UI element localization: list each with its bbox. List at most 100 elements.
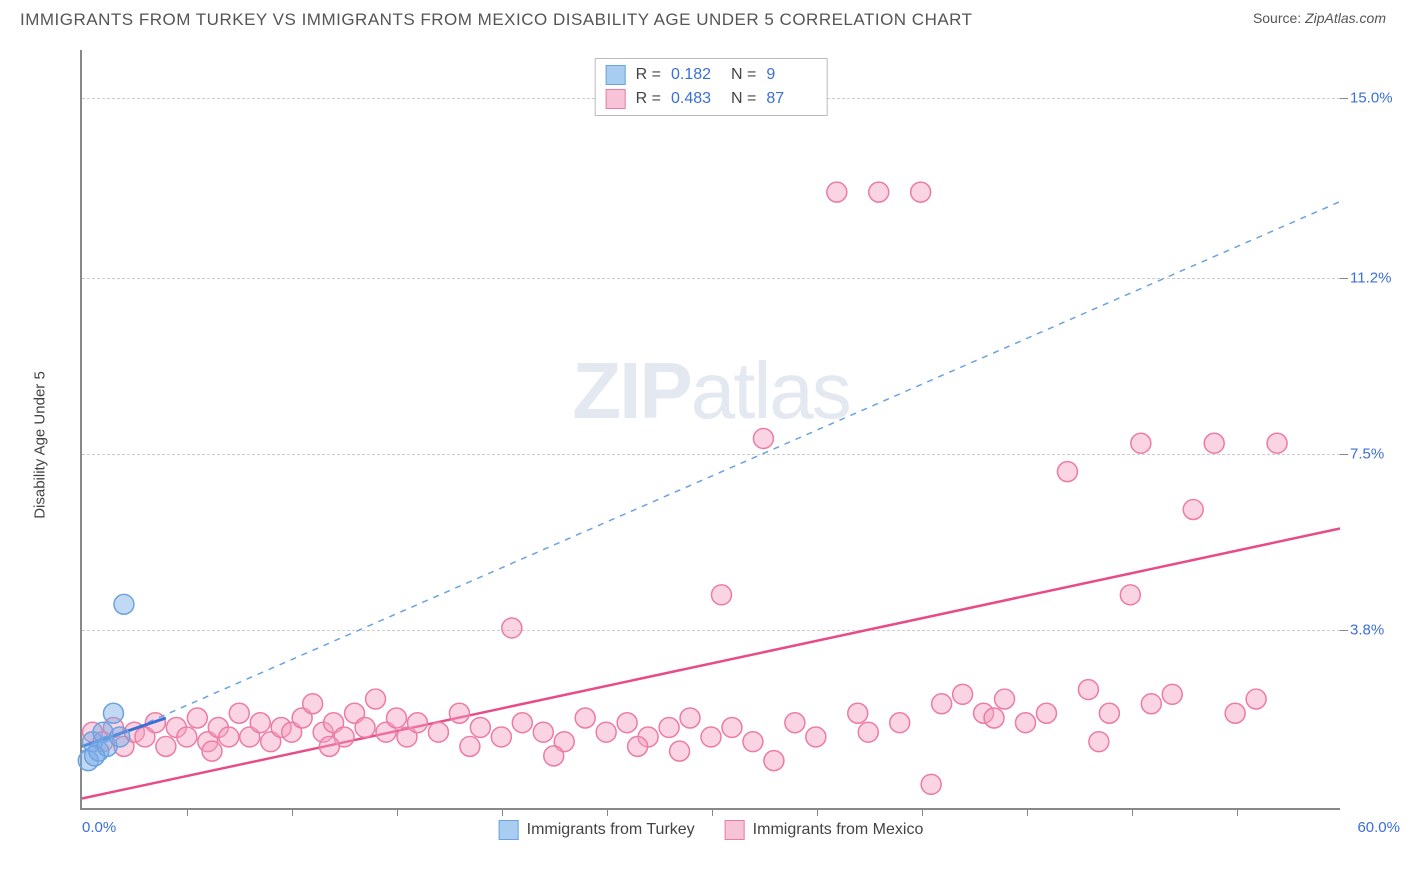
point-mexico: [1131, 433, 1151, 453]
source-attribution: Source: ZipAtlas.com: [1253, 10, 1386, 26]
point-mexico: [1089, 732, 1109, 752]
point-mexico: [187, 708, 207, 728]
r-value-mexico: 0.483: [671, 90, 721, 108]
legend-item-mexico: Immigrants from Mexico: [725, 820, 924, 840]
x-tick: [397, 808, 398, 816]
point-mexico: [1204, 433, 1224, 453]
point-mexico: [303, 694, 323, 714]
point-mexico: [1162, 684, 1182, 704]
source-label: Source:: [1253, 10, 1301, 26]
y-tick: [1340, 98, 1348, 99]
swatch-turkey-bottom: [499, 820, 519, 840]
point-turkey: [85, 746, 105, 766]
point-mexico: [387, 708, 407, 728]
point-mexico: [743, 732, 763, 752]
n-value-turkey: 9: [766, 66, 816, 84]
point-mexico: [533, 722, 553, 742]
point-mexico: [250, 713, 270, 733]
legend-label-turkey: Immigrants from Turkey: [527, 821, 695, 839]
point-mexico: [470, 717, 490, 737]
point-mexico: [1183, 500, 1203, 520]
point-mexico: [156, 736, 176, 756]
trend-line-mexico: [82, 528, 1340, 798]
x-tick: [712, 808, 713, 816]
x-tick: [187, 808, 188, 816]
point-mexico: [1099, 703, 1119, 723]
x-tick: [922, 808, 923, 816]
x-tick: [607, 808, 608, 816]
point-mexico: [806, 727, 826, 747]
point-mexico: [544, 746, 564, 766]
point-mexico: [219, 727, 239, 747]
swatch-mexico-bottom: [725, 820, 745, 840]
swatch-turkey: [606, 65, 626, 85]
point-mexico: [827, 182, 847, 202]
r-label-2: R =: [636, 90, 661, 108]
point-mexico: [1267, 433, 1287, 453]
stats-row-turkey: R = 0.182 N = 9: [606, 63, 817, 87]
y-tick: [1340, 278, 1348, 279]
point-mexico: [932, 694, 952, 714]
point-mexico: [869, 182, 889, 202]
point-mexico: [1036, 703, 1056, 723]
point-turkey: [103, 703, 123, 723]
y-tick-label: 7.5%: [1350, 445, 1406, 462]
point-mexico: [229, 703, 249, 723]
source-value: ZipAtlas.com: [1305, 10, 1386, 26]
n-label-2: N =: [731, 90, 756, 108]
n-value-mexico: 87: [766, 90, 816, 108]
x-axis-end-label: 60.0%: [1357, 819, 1400, 836]
point-mexico: [366, 689, 386, 709]
point-mexico: [995, 689, 1015, 709]
point-mexico: [848, 703, 868, 723]
point-mexico: [701, 727, 721, 747]
point-mexico: [1057, 462, 1077, 482]
y-tick-label: 3.8%: [1350, 621, 1406, 638]
point-mexico: [596, 722, 616, 742]
x-tick: [1237, 808, 1238, 816]
y-tick-label: 15.0%: [1350, 89, 1406, 106]
point-mexico: [319, 736, 339, 756]
point-mexico: [680, 708, 700, 728]
point-mexico: [764, 751, 784, 771]
point-mexico: [1246, 689, 1266, 709]
point-mexico: [407, 713, 427, 733]
y-axis-title: Disability Age Under 5: [32, 371, 49, 519]
legend-label-mexico: Immigrants from Mexico: [753, 821, 924, 839]
point-mexico: [575, 708, 595, 728]
point-mexico: [1225, 703, 1245, 723]
x-axis-start-label: 0.0%: [82, 819, 116, 836]
bottom-legend: Immigrants from Turkey Immigrants from M…: [499, 820, 924, 840]
point-mexico: [428, 722, 448, 742]
point-mexico: [670, 741, 690, 761]
point-mexico: [491, 727, 511, 747]
point-mexico: [512, 713, 532, 733]
header-bar: IMMIGRANTS FROM TURKEY VS IMMIGRANTS FRO…: [0, 0, 1406, 30]
point-mexico: [202, 741, 222, 761]
legend-item-turkey: Immigrants from Turkey: [499, 820, 695, 840]
point-mexico: [1120, 585, 1140, 605]
stats-legend: R = 0.182 N = 9 R = 0.483 N = 87: [595, 58, 828, 116]
r-label: R =: [636, 66, 661, 84]
point-mexico: [177, 727, 197, 747]
point-mexico: [753, 429, 773, 449]
stats-row-mexico: R = 0.483 N = 87: [606, 87, 817, 111]
point-mexico: [628, 736, 648, 756]
y-tick: [1340, 630, 1348, 631]
point-mexico: [711, 585, 731, 605]
chart-container: Disability Age Under 5 ZIPatlas 3.8%7.5%…: [50, 50, 1350, 840]
point-mexico: [1016, 713, 1036, 733]
point-mexico: [1078, 680, 1098, 700]
point-mexico: [659, 717, 679, 737]
scatter-svg: [82, 50, 1340, 808]
plot-area: ZIPatlas 3.8%7.5%11.2%15.0% R = 0.182 N …: [80, 50, 1340, 810]
r-value-turkey: 0.182: [671, 66, 721, 84]
swatch-mexico: [606, 89, 626, 109]
point-mexico: [890, 713, 910, 733]
point-turkey: [110, 727, 130, 747]
n-label: N =: [731, 66, 756, 84]
point-mexico: [984, 708, 1004, 728]
point-mexico: [460, 736, 480, 756]
point-mexico: [953, 684, 973, 704]
point-mexico: [1141, 694, 1161, 714]
